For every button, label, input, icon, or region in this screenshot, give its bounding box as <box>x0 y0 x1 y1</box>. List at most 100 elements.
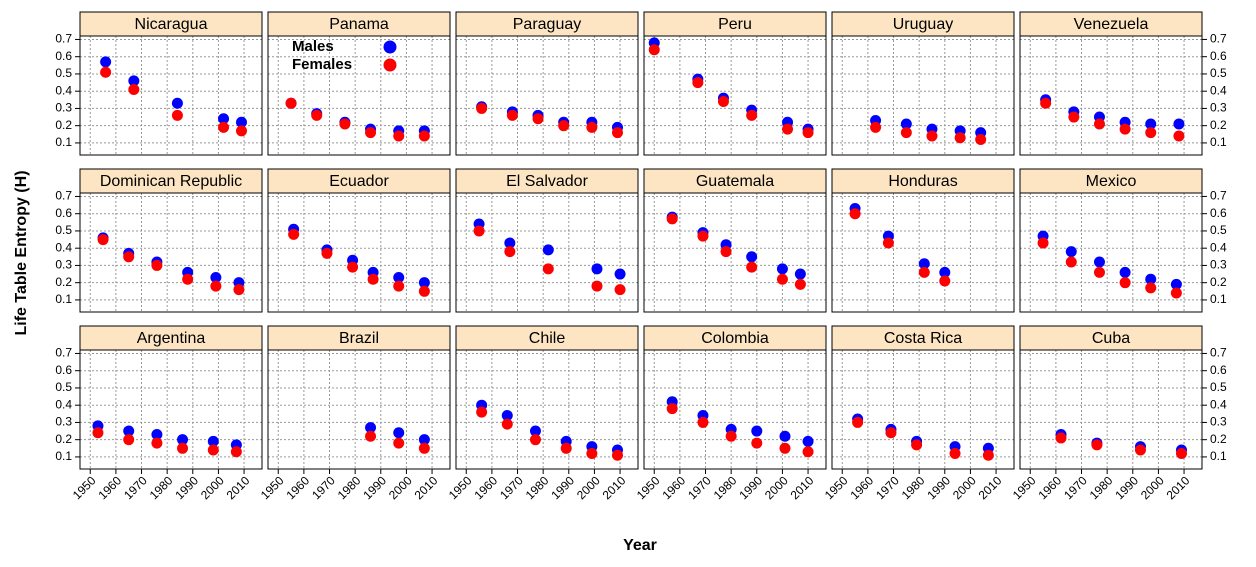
data-point <box>393 427 405 439</box>
data-point <box>288 228 300 240</box>
data-point <box>1093 266 1105 278</box>
strip <box>79 325 263 351</box>
y-tick-label: 0.2 <box>55 118 72 132</box>
data-point <box>870 121 882 133</box>
panel-title: Mexico <box>1086 173 1137 190</box>
data-point <box>776 273 788 285</box>
x-tick-label: 1990 <box>360 473 389 502</box>
y-tick-label: 0.3 <box>55 101 72 115</box>
x-tick-label: 1950 <box>822 473 851 502</box>
x-tick-label: 1980 <box>335 473 364 502</box>
data-point <box>939 275 951 287</box>
data-point <box>92 427 104 439</box>
data-point <box>501 418 513 430</box>
data-point <box>393 437 405 449</box>
x-tick-label: 1970 <box>1061 473 1090 502</box>
panel-title: Honduras <box>888 173 957 190</box>
data-point <box>1093 118 1105 130</box>
data-point <box>954 132 966 144</box>
data-point <box>614 268 626 280</box>
strip <box>267 168 451 194</box>
data-point <box>666 213 678 225</box>
legend-label: Males <box>292 38 334 55</box>
panel-title: Nicaragua <box>135 16 208 33</box>
panel-title: Cuba <box>1092 330 1130 347</box>
data-point <box>529 425 541 437</box>
x-tick-label: 1990 <box>736 473 765 502</box>
data-point <box>558 120 570 132</box>
data-point <box>529 434 541 446</box>
data-point <box>100 66 112 78</box>
data-point <box>210 272 222 284</box>
x-tick-label: 1950 <box>1010 473 1039 502</box>
data-point <box>586 447 598 459</box>
data-point <box>476 406 488 418</box>
panel-title: Panama <box>329 16 389 33</box>
x-tick-label: 1980 <box>523 473 552 502</box>
data-point <box>1119 266 1131 278</box>
y-tick-label: 0.4 <box>55 240 72 254</box>
data-point <box>802 435 814 447</box>
data-point <box>666 403 678 415</box>
x-tick-label: 1990 <box>1112 473 1141 502</box>
y-tick-label: 0.6 <box>1210 49 1227 63</box>
y-tick-label: 0.7 <box>1210 32 1227 46</box>
y-tick-label: 0.5 <box>1210 66 1227 80</box>
y-tick-label: 0.1 <box>1210 135 1227 149</box>
x-tick-label: 1980 <box>711 473 740 502</box>
x-tick-label: 2000 <box>386 473 415 502</box>
y-tick-label: 0.3 <box>55 415 72 429</box>
panel-title: Uruguay <box>893 16 953 33</box>
x-axis-title: Year <box>623 537 657 554</box>
data-point <box>926 130 938 142</box>
data-point <box>1145 282 1157 294</box>
data-point <box>918 258 930 270</box>
y-tick-label: 0.5 <box>55 223 72 237</box>
data-point <box>285 97 297 109</box>
x-tick-label: 2010 <box>600 473 629 502</box>
data-point <box>591 280 603 292</box>
data-point <box>648 44 660 56</box>
x-tick-label: 2000 <box>198 473 227 502</box>
x-tick-label: 2000 <box>762 473 791 502</box>
y-tick-label: 0.1 <box>1210 292 1227 306</box>
strip <box>831 168 1015 194</box>
y-tick-label: 0.5 <box>55 66 72 80</box>
data-point <box>311 109 323 121</box>
data-point <box>1145 118 1157 130</box>
y-tick-label: 0.2 <box>1210 432 1227 446</box>
data-point <box>975 133 987 145</box>
x-tick-label: 1990 <box>924 473 953 502</box>
data-point <box>151 429 163 441</box>
y-tick-label: 0.6 <box>55 206 72 220</box>
data-point <box>393 272 405 284</box>
data-point <box>233 284 245 296</box>
data-point <box>501 410 513 422</box>
y-tick-label: 0.4 <box>55 397 72 411</box>
y-tick-label: 0.3 <box>1210 101 1227 115</box>
data-point <box>97 234 109 246</box>
data-point <box>1119 123 1131 135</box>
y-tick-label: 0.6 <box>1210 363 1227 377</box>
y-tick-label: 0.4 <box>55 83 72 97</box>
data-point <box>720 246 732 258</box>
x-tick-label: 1970 <box>121 473 150 502</box>
x-tick-label: 1950 <box>70 473 99 502</box>
data-point <box>182 273 194 285</box>
data-point <box>207 435 219 447</box>
x-tick-label: 1950 <box>446 473 475 502</box>
panel-title: Dominican Republic <box>100 173 242 190</box>
panel-frame <box>455 192 639 313</box>
data-point <box>365 127 377 139</box>
x-tick-label: 2010 <box>412 473 441 502</box>
data-point <box>779 430 791 442</box>
panel-frame <box>79 192 263 313</box>
data-point <box>751 425 763 437</box>
data-point <box>473 225 485 237</box>
x-tick-label: 2010 <box>788 473 817 502</box>
legend-swatch <box>383 40 397 54</box>
panel-title: Brazil <box>339 330 379 347</box>
data-point <box>751 437 763 449</box>
x-tick-label: 1970 <box>497 473 526 502</box>
